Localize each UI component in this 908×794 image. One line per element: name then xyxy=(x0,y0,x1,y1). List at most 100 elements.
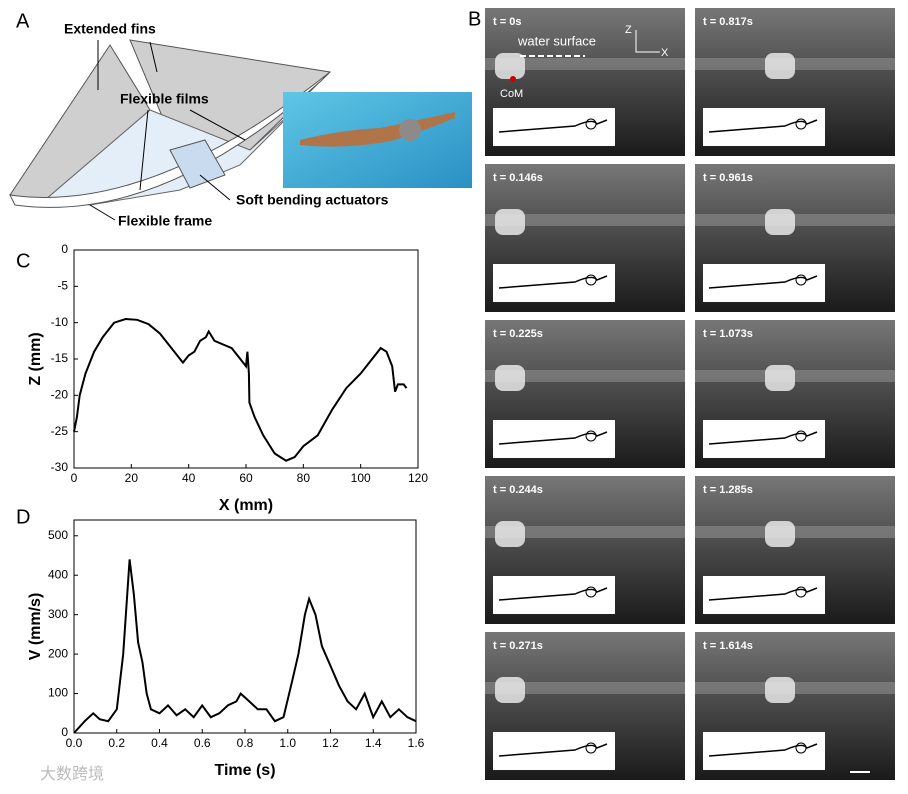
y-tick-label: -25 xyxy=(51,424,69,438)
x-tick-label: 0.8 xyxy=(237,736,254,750)
robot xyxy=(495,209,525,235)
robot xyxy=(765,365,795,391)
axes-glyph xyxy=(635,30,660,53)
x-tick-label: 0 xyxy=(71,471,78,485)
y-tick-label: 300 xyxy=(48,607,68,621)
y-tick-label: -10 xyxy=(51,315,69,329)
actuator xyxy=(169,139,226,189)
water-band xyxy=(485,58,685,70)
x-tick-label: 0.0 xyxy=(66,736,83,750)
swimmer-head xyxy=(585,118,597,130)
x-axis-title: X (mm) xyxy=(219,497,273,514)
swimmer-sketch xyxy=(498,275,608,289)
swimmer-sketch xyxy=(498,431,608,445)
pointer xyxy=(89,204,116,221)
frame-time: t = 1.073s xyxy=(703,328,753,340)
com-label: CoM xyxy=(500,88,523,100)
frame-time: t = 0s xyxy=(493,16,521,28)
data-line xyxy=(73,559,417,734)
water-band xyxy=(485,526,685,538)
swimmer-head xyxy=(795,586,807,598)
frame-time: t = 0.146s xyxy=(493,172,543,184)
swimmer-sketch xyxy=(708,743,818,757)
x-label: X xyxy=(661,47,669,59)
swimmer-sketch xyxy=(708,431,818,445)
robot xyxy=(495,521,525,547)
robot xyxy=(765,209,795,235)
y-tick-label: -30 xyxy=(51,460,69,474)
y-tick-label: -5 xyxy=(57,279,68,293)
x-tick-label: 40 xyxy=(182,471,196,485)
com-dot xyxy=(510,76,516,82)
robot xyxy=(495,53,525,79)
swimmer-sketch xyxy=(708,587,818,601)
pointer xyxy=(149,41,158,73)
x-tick-label: 1.4 xyxy=(365,736,382,750)
panel-label: B xyxy=(468,8,481,30)
y-tick-label: 100 xyxy=(48,686,68,700)
robot xyxy=(765,521,795,547)
swimmer-sketch xyxy=(498,743,608,757)
x-tick-label: 80 xyxy=(297,471,311,485)
watermark: 大数跨境 xyxy=(40,764,104,783)
x-tick-label: 1.6 xyxy=(408,736,425,750)
diagram: Extended fins Flexible films Soft bendin… xyxy=(9,21,472,229)
frame-time: t = 0.817s xyxy=(703,16,753,28)
label: Flexible films xyxy=(120,91,209,107)
blurred-face xyxy=(399,119,421,141)
x-axis-title: Time (s) xyxy=(214,762,275,779)
y-tick-label: 500 xyxy=(48,528,68,542)
water-band xyxy=(485,214,685,226)
x-tick-label: 0.2 xyxy=(108,736,125,750)
frame-time: t = 0.961s xyxy=(703,172,753,184)
x-tick-label: 0.4 xyxy=(151,736,168,750)
y-tick-label: -20 xyxy=(51,388,69,402)
frame-time: t = 0.271s xyxy=(493,640,543,652)
x-tick-label: 1.2 xyxy=(322,736,339,750)
frame-time: t = 0.225s xyxy=(493,328,543,340)
panel-label: A xyxy=(16,10,30,32)
swimmer-sketch xyxy=(498,119,608,133)
label: Soft bending actuators xyxy=(236,192,389,208)
swimmer-sketch xyxy=(498,587,608,601)
water-label: water surface xyxy=(517,33,596,48)
y-axis-title: Z (mm) xyxy=(27,332,44,385)
swimmer-head xyxy=(795,742,807,754)
panel-label: C xyxy=(16,250,30,272)
x-tick-label: 120 xyxy=(408,471,428,485)
swimmer-head xyxy=(795,274,807,286)
swimmer-head xyxy=(585,742,597,754)
swimmer-head xyxy=(585,430,597,442)
y-tick-label: 0 xyxy=(61,242,68,256)
y-axis-title: V (mm/s) xyxy=(27,593,44,661)
x-tick-label: 20 xyxy=(125,471,139,485)
swimmer-sketch xyxy=(708,119,818,133)
pointer xyxy=(139,109,149,191)
data-line xyxy=(73,317,408,462)
swimmer-head xyxy=(795,430,807,442)
frames: t = 0s t = 0.146s t = 0.225s t = 0.244s t = … xyxy=(485,8,895,780)
robot xyxy=(495,677,525,703)
frame-time: t = 0.244s xyxy=(493,484,543,496)
swimmer-head xyxy=(795,118,807,130)
label: Flexible frame xyxy=(118,213,212,229)
y-tick-label: 200 xyxy=(48,646,68,660)
robot xyxy=(495,365,525,391)
frame xyxy=(9,71,331,208)
swimmer-sketch xyxy=(708,275,818,289)
swimmer-head xyxy=(585,274,597,286)
robot xyxy=(765,53,795,79)
x-tick-label: 1.0 xyxy=(279,736,296,750)
y-tick-label: 400 xyxy=(48,567,68,581)
x-tick-label: 60 xyxy=(239,471,253,485)
water-band xyxy=(485,370,685,382)
panel-label: D xyxy=(16,506,30,528)
frame-time: t = 1.285s xyxy=(703,484,753,496)
pointer xyxy=(189,109,246,141)
water-band xyxy=(485,682,685,694)
swimmer xyxy=(300,112,455,147)
x-tick-label: 0.6 xyxy=(194,736,211,750)
robot xyxy=(765,677,795,703)
swimmer-head xyxy=(585,586,597,598)
